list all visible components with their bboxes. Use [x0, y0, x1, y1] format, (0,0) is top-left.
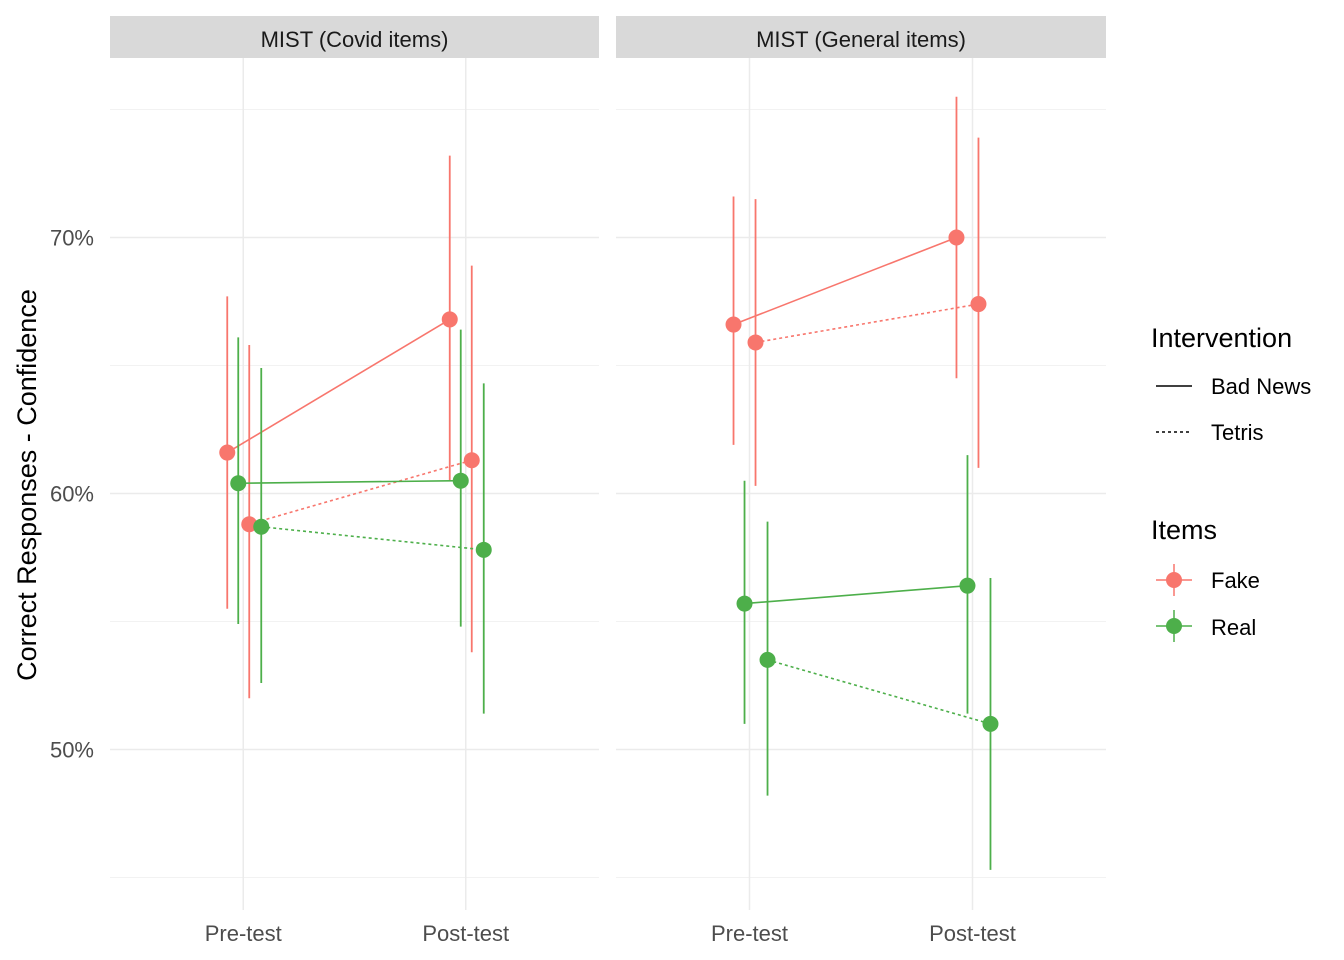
- legend-label-tetris: Tetris: [1211, 420, 1264, 445]
- x-tick-label: Post-test: [422, 921, 509, 946]
- data-point: [982, 715, 999, 732]
- panels-layer: MIST (Covid items)Pre-test Post-testMIST …: [110, 16, 1106, 946]
- data-point: [241, 516, 258, 533]
- series-line: [767, 659, 991, 725]
- series-real-tetris: [253, 368, 492, 714]
- series-line: [744, 584, 968, 605]
- series-fake-tetris: [241, 265, 480, 699]
- data-point: [970, 296, 987, 313]
- data-point: [452, 472, 469, 489]
- data-point: [759, 651, 776, 668]
- facet-strip-title: MIST (General items): [756, 27, 966, 52]
- x-tick-label: Pre-test: [711, 921, 788, 946]
- legend-key-real: [1156, 610, 1192, 642]
- series-line: [261, 525, 484, 551]
- data-point: [959, 577, 976, 594]
- y-tick-label: 50%: [50, 738, 94, 763]
- data-point: [219, 444, 236, 461]
- legend-title-intervention: Intervention: [1151, 323, 1292, 353]
- y-tick-label: 60%: [50, 482, 94, 507]
- y-tick-label: 70%: [50, 226, 94, 251]
- legend-label-fake: Fake: [1211, 568, 1260, 593]
- facet-strip-title: MIST (Covid items): [261, 27, 449, 52]
- data-point: [230, 475, 247, 492]
- series-line: [226, 318, 451, 454]
- legend-title-items: Items: [1151, 515, 1217, 545]
- data-point: [463, 452, 480, 469]
- data-point: [948, 229, 965, 246]
- data-point: [725, 316, 742, 333]
- data-point: [253, 518, 270, 535]
- x-tick-label: Post-test: [929, 921, 1016, 946]
- legend-label-bad-news: Bad News: [1211, 374, 1311, 399]
- legend-label-real: Real: [1211, 615, 1256, 640]
- series-line: [249, 459, 472, 525]
- data-point: [441, 311, 458, 328]
- series-fake-bad-news: [725, 96, 965, 445]
- data-point: [475, 541, 492, 558]
- series-fake-bad-news: [219, 155, 458, 609]
- data-point: [736, 595, 753, 612]
- series-line: [733, 236, 957, 326]
- series-real-tetris: [759, 521, 999, 870]
- data-point: [747, 334, 764, 351]
- facet-strip: [110, 16, 599, 58]
- legend: Intervention Bad News Tetris Items Fake …: [1151, 323, 1311, 642]
- series-line: [238, 479, 461, 485]
- series-line: [755, 303, 979, 344]
- series-real-bad-news: [230, 329, 469, 627]
- panel-mist-covid-items: MIST (Covid items) Pre-test Post-test: [110, 16, 599, 946]
- facet-strip: [616, 16, 1106, 58]
- series-real-bad-news: [736, 455, 976, 724]
- legend-key-fake: [1156, 564, 1192, 596]
- y-axis-title: Correct Responses - Confidence: [12, 289, 42, 681]
- series-fake-tetris: [747, 137, 987, 486]
- x-tick-label: Pre-test: [205, 921, 282, 946]
- panel-mist-general-items: MIST (General items) Pre-test Post-test: [616, 16, 1106, 946]
- y-axis: 50% 60% 70%: [50, 226, 94, 763]
